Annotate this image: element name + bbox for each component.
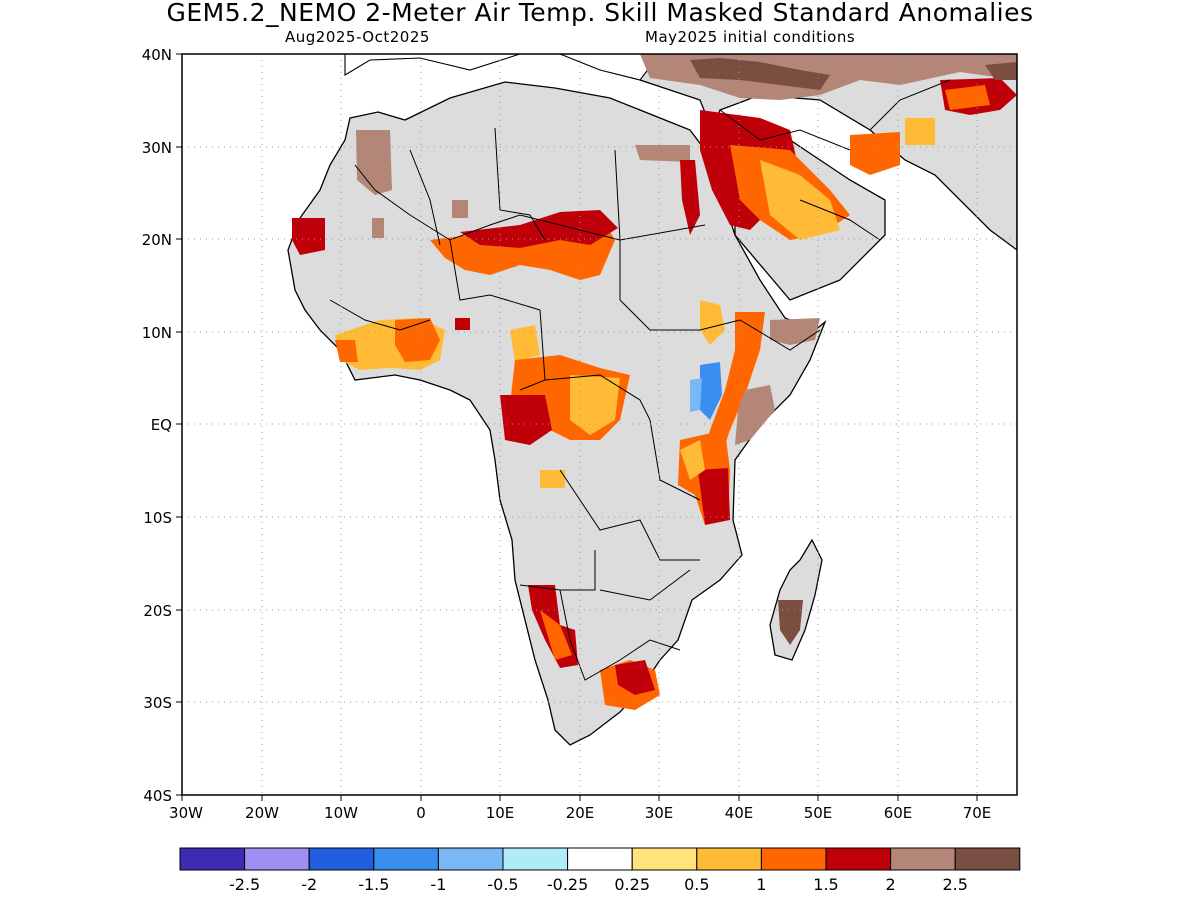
colorbar: -2.5 -2 -1.5 -1 -0.5 -0.25 0.25 0.5 1 1.5 2 2.5: [179, 847, 1021, 894]
lon-axis: [181, 795, 978, 801]
colorbar-swatch: [373, 847, 439, 871]
colorbar-label: 2.5: [942, 875, 967, 894]
colorbar-label: -2.5: [229, 875, 260, 894]
colorbar-label: -0.25: [547, 875, 588, 894]
anomaly-patches: [292, 54, 1017, 710]
lat-label-30n: 30N: [142, 139, 172, 157]
colorbar-label: -1.5: [358, 875, 389, 894]
lon-label-60e: 60E: [884, 804, 913, 822]
chart-title: GEM5.2_NEMO 2-Meter Air Temp. Skill Mask…: [166, 0, 1034, 27]
lon-label-20w: 20W: [245, 804, 279, 822]
lat-label-20s: 20S: [143, 602, 172, 620]
lat-label-30s: 30S: [143, 694, 172, 712]
lat-label-10s: 10S: [143, 509, 172, 527]
colorbar-swatch: [954, 847, 1021, 871]
colorbar-swatch: [502, 847, 569, 871]
lat-label-20n: 20N: [142, 231, 172, 249]
colorbar-label: 0.5: [684, 875, 709, 894]
colorbar-swatch: [179, 847, 246, 871]
colorbar-swatch: [825, 847, 892, 871]
colorbar-label: 0.25: [614, 875, 650, 894]
lon-label-40e: 40E: [725, 804, 754, 822]
colorbar-label: -1: [430, 875, 446, 894]
colorbar-label: -2: [301, 875, 317, 894]
colorbar-swatch: [760, 847, 827, 871]
colorbar-label: 2: [886, 875, 896, 894]
colorbar-swatch: [437, 847, 504, 871]
colorbar-swatch: [696, 847, 762, 871]
colorbar-swatch: [567, 847, 633, 871]
lon-label-50e: 50E: [804, 804, 833, 822]
europe-landmass: [344, 54, 661, 81]
lon-label-70e: 70E: [963, 804, 992, 822]
lon-label-10e: 10E: [486, 804, 515, 822]
colorbar-label: 1.5: [813, 875, 838, 894]
lon-label-20e: 20E: [566, 804, 595, 822]
map-area: [182, 54, 1017, 795]
lat-label-eq: EQ: [151, 416, 172, 434]
lat-label-40n: 40N: [142, 46, 172, 64]
country-borders: [329, 79, 951, 681]
colorbar-swatch: [631, 847, 698, 871]
subtitle-initial-conditions: May2025 initial conditions: [645, 28, 856, 46]
lat-label-10n: 10N: [142, 324, 172, 342]
lat-label-40s: 40S: [143, 787, 172, 805]
colorbar-swatch: [244, 847, 310, 871]
colorbar-label: 1: [756, 875, 766, 894]
colorbar-swatch: [308, 847, 375, 871]
lon-label-10w: 10W: [324, 804, 358, 822]
lon-label-30e: 30E: [645, 804, 674, 822]
subtitle-period: Aug2025-Oct2025: [285, 28, 430, 46]
colorbar-label: -0.5: [487, 875, 518, 894]
lon-label-30w: 30W: [169, 804, 203, 822]
lon-label-0: 0: [416, 804, 426, 822]
colorbar-swatch: [890, 847, 956, 871]
lat-axis: [176, 53, 182, 796]
